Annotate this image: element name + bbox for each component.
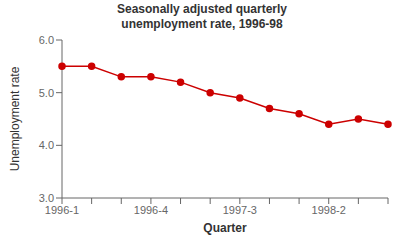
- svg-text:6.0: 6.0: [39, 34, 54, 46]
- html-text:Seasonally adjusted quarterly: Seasonally adjusted quarterly: [117, 2, 287, 16]
- svg-text:Quarter: Quarter: [203, 221, 247, 235]
- svg-text:Unemployment rate: Unemployment rate: [8, 66, 22, 171]
- svg-text:3.0: 3.0: [39, 192, 54, 204]
- svg-text:1998-2: 1998-2: [312, 204, 346, 216]
- html-text:unemployment rate, 1996-98: unemployment rate, 1996-98: [121, 17, 283, 31]
- svg-text:5.0: 5.0: [39, 87, 54, 99]
- svg-text:1996-4: 1996-4: [134, 204, 168, 216]
- svg-text:1997-3: 1997-3: [223, 204, 257, 216]
- svg-text:4.0: 4.0: [39, 139, 54, 151]
- svg-text:1996-1: 1996-1: [45, 204, 79, 216]
